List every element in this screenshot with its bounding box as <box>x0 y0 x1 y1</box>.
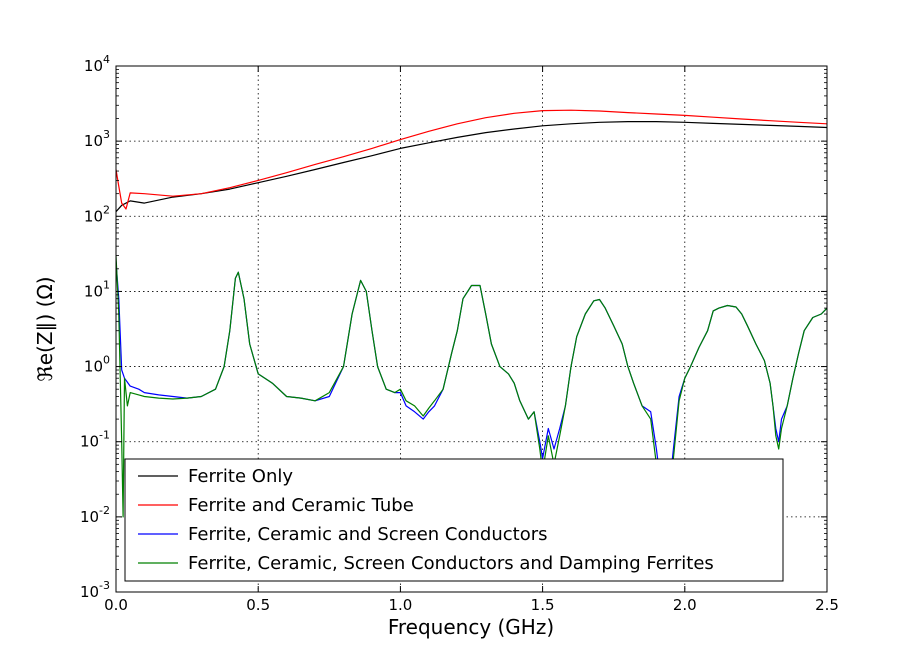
series-line-2 <box>116 109 827 210</box>
y-tick-label: 102 <box>84 203 110 225</box>
y-tick-label: 10-2 <box>80 504 110 526</box>
legend-label-2: Ferrite and Ceramic Tube <box>188 495 414 516</box>
y-tick-label: 100 <box>84 354 110 376</box>
x-tick-label: 2.0 <box>673 596 697 614</box>
y-tick-label: 104 <box>84 53 110 75</box>
x-tick-label: 0.0 <box>104 596 128 614</box>
x-axis-title: Frequency (GHz) <box>388 615 554 639</box>
x-tick-label: 1.5 <box>531 596 555 614</box>
x-tick-label: 2.5 <box>815 596 839 614</box>
legend-label-4: Ferrite, Ceramic, Screen Conductors and … <box>188 553 714 574</box>
y-tick-label: 10-3 <box>80 579 110 601</box>
legend: Ferrite Only Ferrite and Ceramic Tube Ferr… <box>124 458 784 582</box>
legend-box <box>124 458 784 582</box>
y-tick-labels: 10-3 10-2 10-1 100 101 102 103 104 <box>80 53 110 601</box>
y-tick-label: 103 <box>84 128 110 150</box>
series-line-4 <box>116 255 827 541</box>
x-tick-label: 1.0 <box>388 596 412 614</box>
x-tick-label: 0.5 <box>246 596 270 614</box>
y-tick-label: 101 <box>84 278 110 300</box>
y-axis-title: ℜe(Z∥) (Ω) <box>33 276 57 381</box>
series-layer <box>116 109 827 541</box>
y-tick-label: 10-1 <box>80 429 110 451</box>
legend-label-1: Ferrite Only <box>188 466 293 487</box>
plot-frame <box>115 65 828 593</box>
x-tick-labels: 0.0 0.5 1.0 1.5 2.0 2.5 <box>104 596 839 614</box>
legend-label-3: Ferrite, Ceramic and Screen Conductors <box>188 524 548 545</box>
